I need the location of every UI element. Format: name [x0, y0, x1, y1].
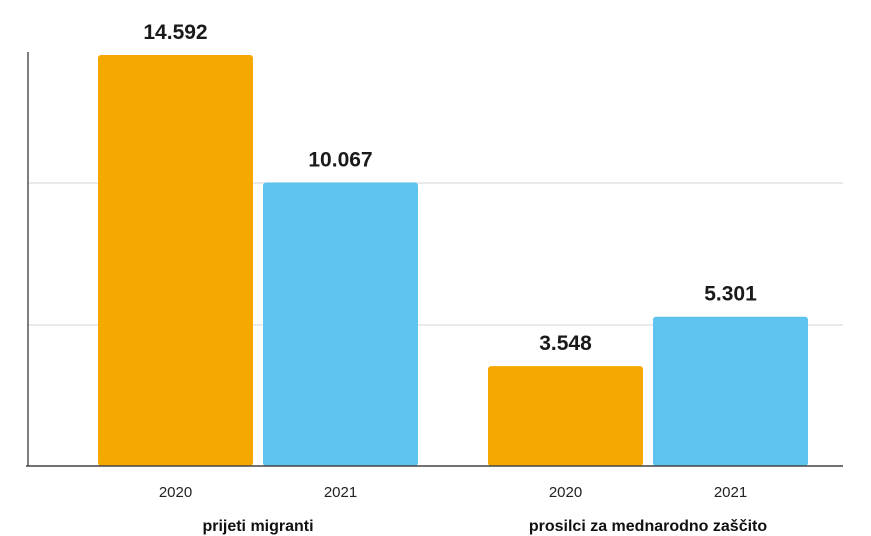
group-label: prijeti migranti	[202, 518, 313, 535]
x-tick-label: 2021	[714, 484, 747, 501]
data-label: 10.067	[308, 148, 372, 171]
bar-1-2021	[263, 182, 418, 466]
x-tick-label: 2021	[324, 484, 357, 501]
group-label: prosilci za mednarodno zaščito	[529, 518, 768, 535]
bar-2-2020	[488, 366, 643, 466]
data-label: 5.301	[704, 283, 757, 306]
data-label: 14.592	[143, 21, 207, 44]
bar-1-2020	[98, 55, 253, 466]
x-tick-label: 2020	[159, 484, 192, 501]
bar-2-2021	[653, 316, 808, 466]
bars	[98, 55, 808, 466]
axes	[26, 52, 843, 467]
labels: 14.592 2020 10.067 2021 prijeti migranti 3.54…	[143, 21, 767, 535]
data-label: 3.548	[539, 332, 592, 355]
x-tick-label: 2020	[549, 484, 582, 501]
